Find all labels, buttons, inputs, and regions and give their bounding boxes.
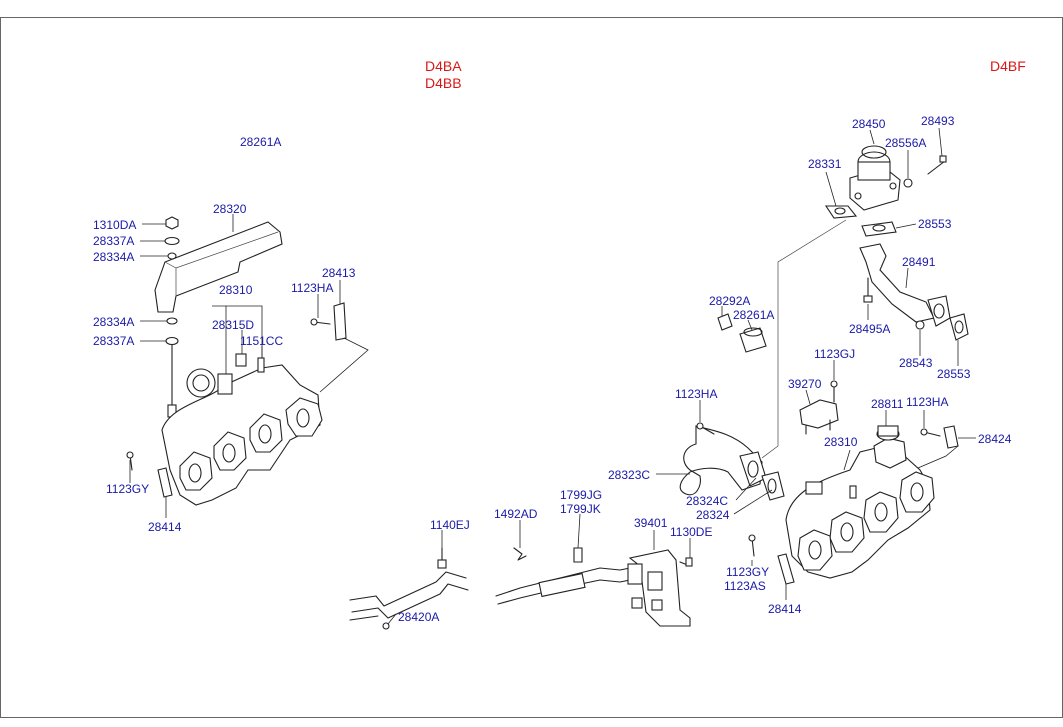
right-exhaust-manifold xyxy=(748,425,959,585)
solenoid-bracket xyxy=(627,549,693,627)
boost-sensor xyxy=(799,380,839,435)
part-label-28320[interactable]: 28320 xyxy=(213,202,247,216)
part-label-28543[interactable]: 28543 xyxy=(899,356,933,370)
part-label-28261a-right[interactable]: 28261A xyxy=(733,308,775,322)
egr-connecting-line xyxy=(761,219,847,459)
part-label-28811[interactable]: 28811 xyxy=(871,397,904,411)
part-label-28324c[interactable]: 28324C xyxy=(686,494,729,508)
right-leader-lines xyxy=(656,306,976,600)
part-label-28261a-left[interactable]: 28261A xyxy=(240,135,282,149)
part-label-28337a-bot[interactable]: 28337A xyxy=(93,334,135,348)
exhaust-elbow xyxy=(679,422,785,501)
part-label-28414-left[interactable]: 28414 xyxy=(148,520,182,534)
part-label-28334a-bot[interactable]: 28334A xyxy=(93,315,135,329)
part-label-28553-bot[interactable]: 28553 xyxy=(937,367,971,381)
bottom-leader-lines xyxy=(387,513,691,625)
part-label-1123ha-right[interactable]: 1123HA xyxy=(906,395,949,409)
part-label-1123gy-right[interactable]: 1123GY xyxy=(726,565,770,579)
part-label-1130de[interactable]: 1130DE xyxy=(670,525,713,539)
variant-label-d4bb: D4BB xyxy=(425,75,462,91)
part-label-28337a-top[interactable]: 28337A xyxy=(93,234,135,248)
egr-gaskets-bolts xyxy=(824,155,947,303)
part-label-1799jg[interactable]: 1799JG xyxy=(560,488,603,502)
part-label-28553-top[interactable]: 28553 xyxy=(918,217,952,231)
part-label-39270[interactable]: 39270 xyxy=(788,377,822,391)
left-leader-lines xyxy=(129,214,369,518)
part-label-1151cc[interactable]: 1151CC xyxy=(240,334,284,348)
hose-clamp-parts xyxy=(717,313,767,353)
part-label-28450[interactable]: 28450 xyxy=(852,117,886,131)
part-label-28420a[interactable]: 28420A xyxy=(398,610,440,624)
egr-pipe xyxy=(859,243,969,341)
part-label-28424[interactable]: 28424 xyxy=(978,432,1012,446)
part-label-28310-right[interactable]: 28310 xyxy=(824,435,858,449)
egr-leader-lines xyxy=(825,127,959,366)
left-exhaust-manifold xyxy=(161,357,323,506)
part-label-28331[interactable]: 28331 xyxy=(808,157,842,171)
part-label-1123gj[interactable]: 1123GJ xyxy=(814,347,856,361)
tube-assembly xyxy=(349,547,469,630)
variant-label-d4ba: D4BA xyxy=(425,58,462,74)
part-label-28334a-top[interactable]: 28334A xyxy=(93,250,135,264)
left-heat-shield xyxy=(154,221,283,313)
part-label-1492ad[interactable]: 1492AD xyxy=(494,507,538,521)
part-label-39401[interactable]: 39401 xyxy=(634,516,668,530)
egr-valve xyxy=(849,145,901,211)
part-label-28315d[interactable]: 28315D xyxy=(212,318,255,332)
left-studs-nuts xyxy=(164,216,180,418)
part-label-1123ha-mid[interactable]: 1123HA xyxy=(675,387,718,401)
part-label-1123as[interactable]: 1123AS xyxy=(724,579,766,593)
part-label-1310da[interactable]: 1310DA xyxy=(93,218,137,232)
left-bracket-bolts xyxy=(126,302,347,498)
part-label-28495a[interactable]: 28495A xyxy=(849,322,891,336)
part-label-28414-right[interactable]: 28414 xyxy=(768,602,802,616)
part-label-28324[interactable]: 28324 xyxy=(696,508,730,522)
part-label-1799jk[interactable]: 1799JK xyxy=(560,502,601,516)
part-label-28323c[interactable]: 28323C xyxy=(608,468,651,482)
vacuum-hose xyxy=(495,547,641,605)
variant-label-d4bf: D4BF xyxy=(990,58,1026,74)
part-label-1123ha-left[interactable]: 1123HA xyxy=(291,281,334,295)
part-label-28493[interactable]: 28493 xyxy=(921,114,955,128)
part-label-28413[interactable]: 28413 xyxy=(322,266,356,280)
part-label-1123gy-left[interactable]: 1123GY xyxy=(106,482,150,496)
part-label-28310-left[interactable]: 28310 xyxy=(219,283,253,297)
part-label-28292a[interactable]: 28292A xyxy=(709,294,751,308)
part-label-1140ej[interactable]: 1140EJ xyxy=(430,518,470,532)
part-label-28491[interactable]: 28491 xyxy=(902,255,936,269)
part-label-28556a[interactable]: 28556A xyxy=(885,136,927,150)
